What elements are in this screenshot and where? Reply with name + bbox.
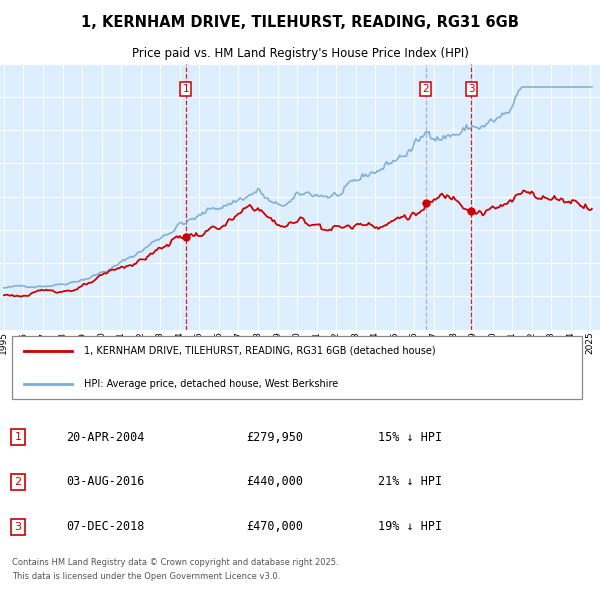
Text: 1, KERNHAM DRIVE, TILEHURST, READING, RG31 6GB (detached house): 1, KERNHAM DRIVE, TILEHURST, READING, RG… xyxy=(84,346,436,356)
Text: 19% ↓ HPI: 19% ↓ HPI xyxy=(378,520,442,533)
Text: Price paid vs. HM Land Registry's House Price Index (HPI): Price paid vs. HM Land Registry's House … xyxy=(131,47,469,60)
FancyBboxPatch shape xyxy=(12,336,582,399)
Text: 15% ↓ HPI: 15% ↓ HPI xyxy=(378,431,442,444)
Text: 3: 3 xyxy=(468,84,475,94)
Text: 2: 2 xyxy=(422,84,429,94)
Text: 1: 1 xyxy=(182,84,189,94)
Text: 2: 2 xyxy=(14,477,22,487)
Text: £470,000: £470,000 xyxy=(246,520,303,533)
Text: 20-APR-2004: 20-APR-2004 xyxy=(66,431,145,444)
Text: HPI: Average price, detached house, West Berkshire: HPI: Average price, detached house, West… xyxy=(84,379,338,389)
Text: Contains HM Land Registry data © Crown copyright and database right 2025.: Contains HM Land Registry data © Crown c… xyxy=(12,558,338,567)
Text: This data is licensed under the Open Government Licence v3.0.: This data is licensed under the Open Gov… xyxy=(12,572,280,581)
Text: 03-AUG-2016: 03-AUG-2016 xyxy=(66,476,145,489)
Text: 3: 3 xyxy=(14,522,22,532)
Text: 07-DEC-2018: 07-DEC-2018 xyxy=(66,520,145,533)
Text: 1: 1 xyxy=(14,432,22,442)
Text: 1, KERNHAM DRIVE, TILEHURST, READING, RG31 6GB: 1, KERNHAM DRIVE, TILEHURST, READING, RG… xyxy=(81,15,519,30)
Text: £279,950: £279,950 xyxy=(246,431,303,444)
Text: £440,000: £440,000 xyxy=(246,476,303,489)
Text: 21% ↓ HPI: 21% ↓ HPI xyxy=(378,476,442,489)
